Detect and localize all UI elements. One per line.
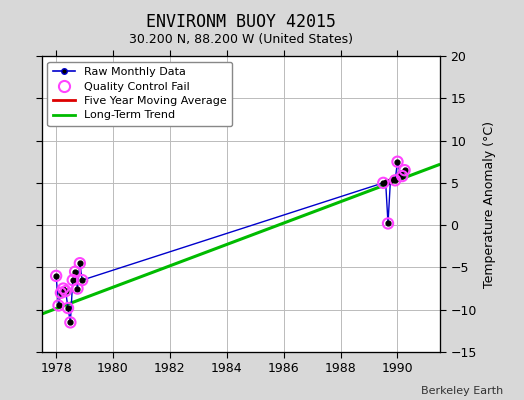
Point <box>75 260 84 266</box>
Point <box>64 305 72 311</box>
Point <box>59 285 68 292</box>
Point <box>78 277 86 283</box>
Text: 30.200 N, 88.200 W (United States): 30.200 N, 88.200 W (United States) <box>129 34 353 46</box>
Text: ENVIRONM BUOY 42015: ENVIRONM BUOY 42015 <box>146 13 336 31</box>
Y-axis label: Temperature Anomaly (°C): Temperature Anomaly (°C) <box>483 120 496 288</box>
Point <box>391 177 399 184</box>
Point <box>57 290 65 296</box>
Text: Berkeley Earth: Berkeley Earth <box>421 386 503 396</box>
Point <box>71 268 79 275</box>
Legend: Raw Monthly Data, Quality Control Fail, Five Year Moving Average, Long-Term Tren: Raw Monthly Data, Quality Control Fail, … <box>48 62 233 126</box>
Point <box>398 173 407 179</box>
Point <box>54 302 63 309</box>
Point <box>73 285 82 292</box>
Point <box>379 180 387 186</box>
Point <box>400 167 409 173</box>
Point <box>52 273 60 279</box>
Point <box>384 220 392 227</box>
Point <box>66 319 74 326</box>
Point <box>394 158 402 165</box>
Point <box>69 277 77 283</box>
Point <box>61 288 70 294</box>
